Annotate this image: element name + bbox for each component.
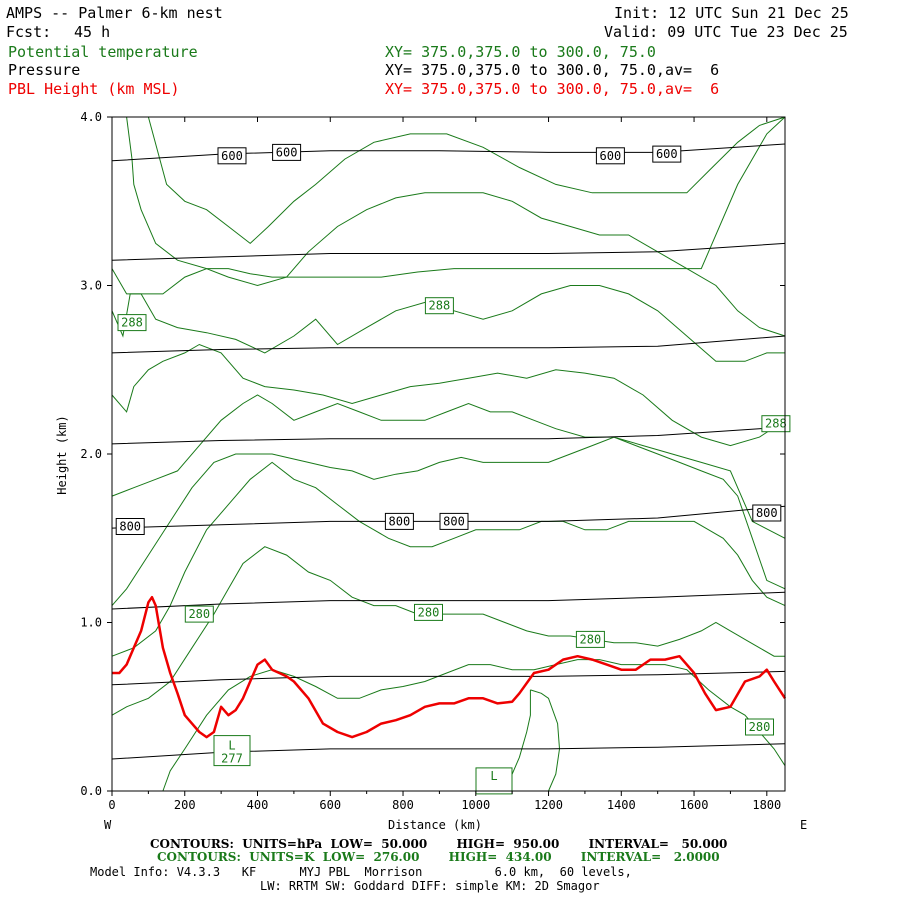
init-time: Init: 12 UTC Sun 21 Dec 25	[614, 4, 849, 22]
theta-label-4-box	[414, 603, 443, 621]
theta-contour-6	[111, 436, 786, 606]
isobar-label-7: 800	[756, 506, 778, 520]
isobar-5	[111, 591, 786, 610]
footer-model-info: Model Info: V4.3.3 KF MYJ PBL Morrison 6…	[90, 865, 632, 879]
x-tick-label-4: 800	[392, 798, 414, 812]
y-axis-label: Height (km)	[55, 415, 69, 494]
isobar-label-5: 800	[389, 514, 411, 528]
theta-label-1: 288	[429, 299, 451, 313]
theta-contour-9	[162, 659, 786, 792]
low-marker-box-0	[213, 735, 251, 767]
isobar-0	[111, 143, 786, 162]
isobar-label-5-box	[384, 512, 414, 530]
east-label: E	[800, 818, 807, 832]
valid-time: Valid: 09 UTC Tue 23 Dec 25	[604, 23, 848, 41]
theta-contour-5	[111, 394, 786, 539]
theta-contour-3	[111, 285, 785, 362]
x-tick-label-7: 1400	[607, 798, 636, 812]
fcst-label: Fcst:	[6, 23, 52, 41]
theta-label-0: 288	[121, 316, 143, 330]
field-pbl-xy: XY= 375.0,375.0 to 300.0, 75.0,av= 6	[385, 80, 720, 98]
isobar-label-6: 800	[443, 514, 465, 528]
isobar-6	[111, 670, 786, 686]
theta-contour-7	[111, 461, 786, 657]
theta-label-2-box	[761, 415, 791, 433]
theta-contour-1	[147, 116, 786, 245]
footer-pressure-contours: CONTOURS: UNITS=hPa LOW= 50.000 HIGH= 95…	[150, 837, 728, 851]
field-pbl-label: PBL Height (km MSL)	[8, 80, 180, 98]
isobar-2	[111, 335, 786, 354]
low-marker-value-0: 277	[221, 752, 243, 766]
x-tick-label-1: 200	[174, 798, 196, 812]
isobar-1	[111, 242, 786, 261]
x-tick-label-2: 400	[247, 798, 269, 812]
x-tick-label-8: 1600	[680, 798, 709, 812]
low-marker-box-1	[475, 767, 513, 795]
isobar-label-0-box	[217, 147, 247, 165]
footer-theta-contours: CONTOURS: UNITS=K LOW= 276.00 HIGH= 434.…	[157, 850, 720, 864]
isobar-7	[111, 743, 786, 760]
isobar-label-7-box	[752, 504, 782, 522]
low-marker-label-1: L	[490, 769, 497, 783]
theta-label-0-box	[117, 314, 147, 332]
isobar-label-6-box	[439, 512, 469, 530]
y-tick-label-3: 3.0	[80, 279, 102, 293]
theta-label-3-box	[184, 605, 214, 623]
field-pressure-xy: XY= 375.0,375.0 to 300.0, 75.0,av= 6	[385, 61, 720, 79]
isobar-label-2-box	[595, 147, 625, 165]
pbl-height-line	[112, 595, 787, 739]
isobar-label-0: 600	[221, 149, 243, 163]
theta-label-6: 280	[749, 720, 771, 734]
y-tick-label-2: 2.0	[80, 447, 102, 461]
fcst-value: 45 h	[74, 23, 111, 41]
theta-contour-0	[126, 116, 786, 278]
isobar-label-1-box	[272, 143, 302, 161]
isobar-label-3-box	[652, 145, 682, 163]
theta-contour-4	[111, 343, 786, 447]
footer-physics: LW: RRTM SW: Goddard DIFF: simple KM: 2D…	[260, 879, 600, 893]
isobar-label-4: 800	[119, 520, 141, 534]
theta-label-2: 288	[765, 417, 787, 431]
field-pressure-label: Pressure	[8, 61, 81, 79]
y-tick-label-4: 4.0	[80, 110, 102, 124]
pressure-isobars	[111, 143, 786, 760]
theta-label-5-box	[575, 630, 605, 648]
isobar-4	[111, 505, 786, 529]
theta-contour-2	[111, 192, 786, 337]
field-theta-label: Potential temperature	[8, 43, 198, 61]
pbl-height-series	[112, 595, 787, 739]
x-tick-label-5: 1000	[461, 798, 490, 812]
theta-contour-10	[504, 689, 531, 792]
isobar-label-3: 600	[656, 147, 678, 161]
theta-label-5: 280	[580, 632, 602, 646]
theta-label-4: 280	[418, 605, 440, 619]
x-tick-label-3: 600	[319, 798, 341, 812]
west-label: W	[104, 818, 112, 832]
low-marker-label-0: L	[228, 739, 235, 753]
theta-contour-8	[111, 546, 785, 716]
x-axis-label: Distance (km)	[388, 818, 482, 832]
y-tick-label-0: 0.0	[80, 784, 102, 798]
isobar-label-2: 600	[600, 149, 622, 163]
field-theta-xy: XY= 375.0,375.0 to 300.0, 75.0	[385, 43, 656, 61]
theta-label-6-box	[745, 718, 774, 736]
x-tick-label-0: 0	[108, 798, 115, 812]
contour-labels: 600 600 600 600 800 800 800 800 288 288 288 280 280 2…	[115, 143, 791, 795]
isobar-label-4-box	[115, 518, 145, 535]
axes: 0 200 400 600 800 1000 1200 1400 1600 1800 0.0 1.0 2…	[80, 110, 785, 812]
isobar-3	[111, 426, 786, 445]
x-tick-label-9: 1800	[752, 798, 781, 812]
y-tick-label-1: 1.0	[80, 616, 102, 630]
x-tick-label-6: 1200	[534, 798, 563, 812]
theta-label-3: 280	[188, 607, 210, 621]
theta-label-1-box	[424, 297, 454, 315]
theta-contour-11	[530, 689, 561, 792]
isobar-label-1: 600	[276, 145, 298, 159]
theta-contours	[111, 116, 786, 792]
model-title: AMPS -- Palmer 6-km nest	[6, 4, 223, 22]
plot-frame	[111, 116, 786, 792]
